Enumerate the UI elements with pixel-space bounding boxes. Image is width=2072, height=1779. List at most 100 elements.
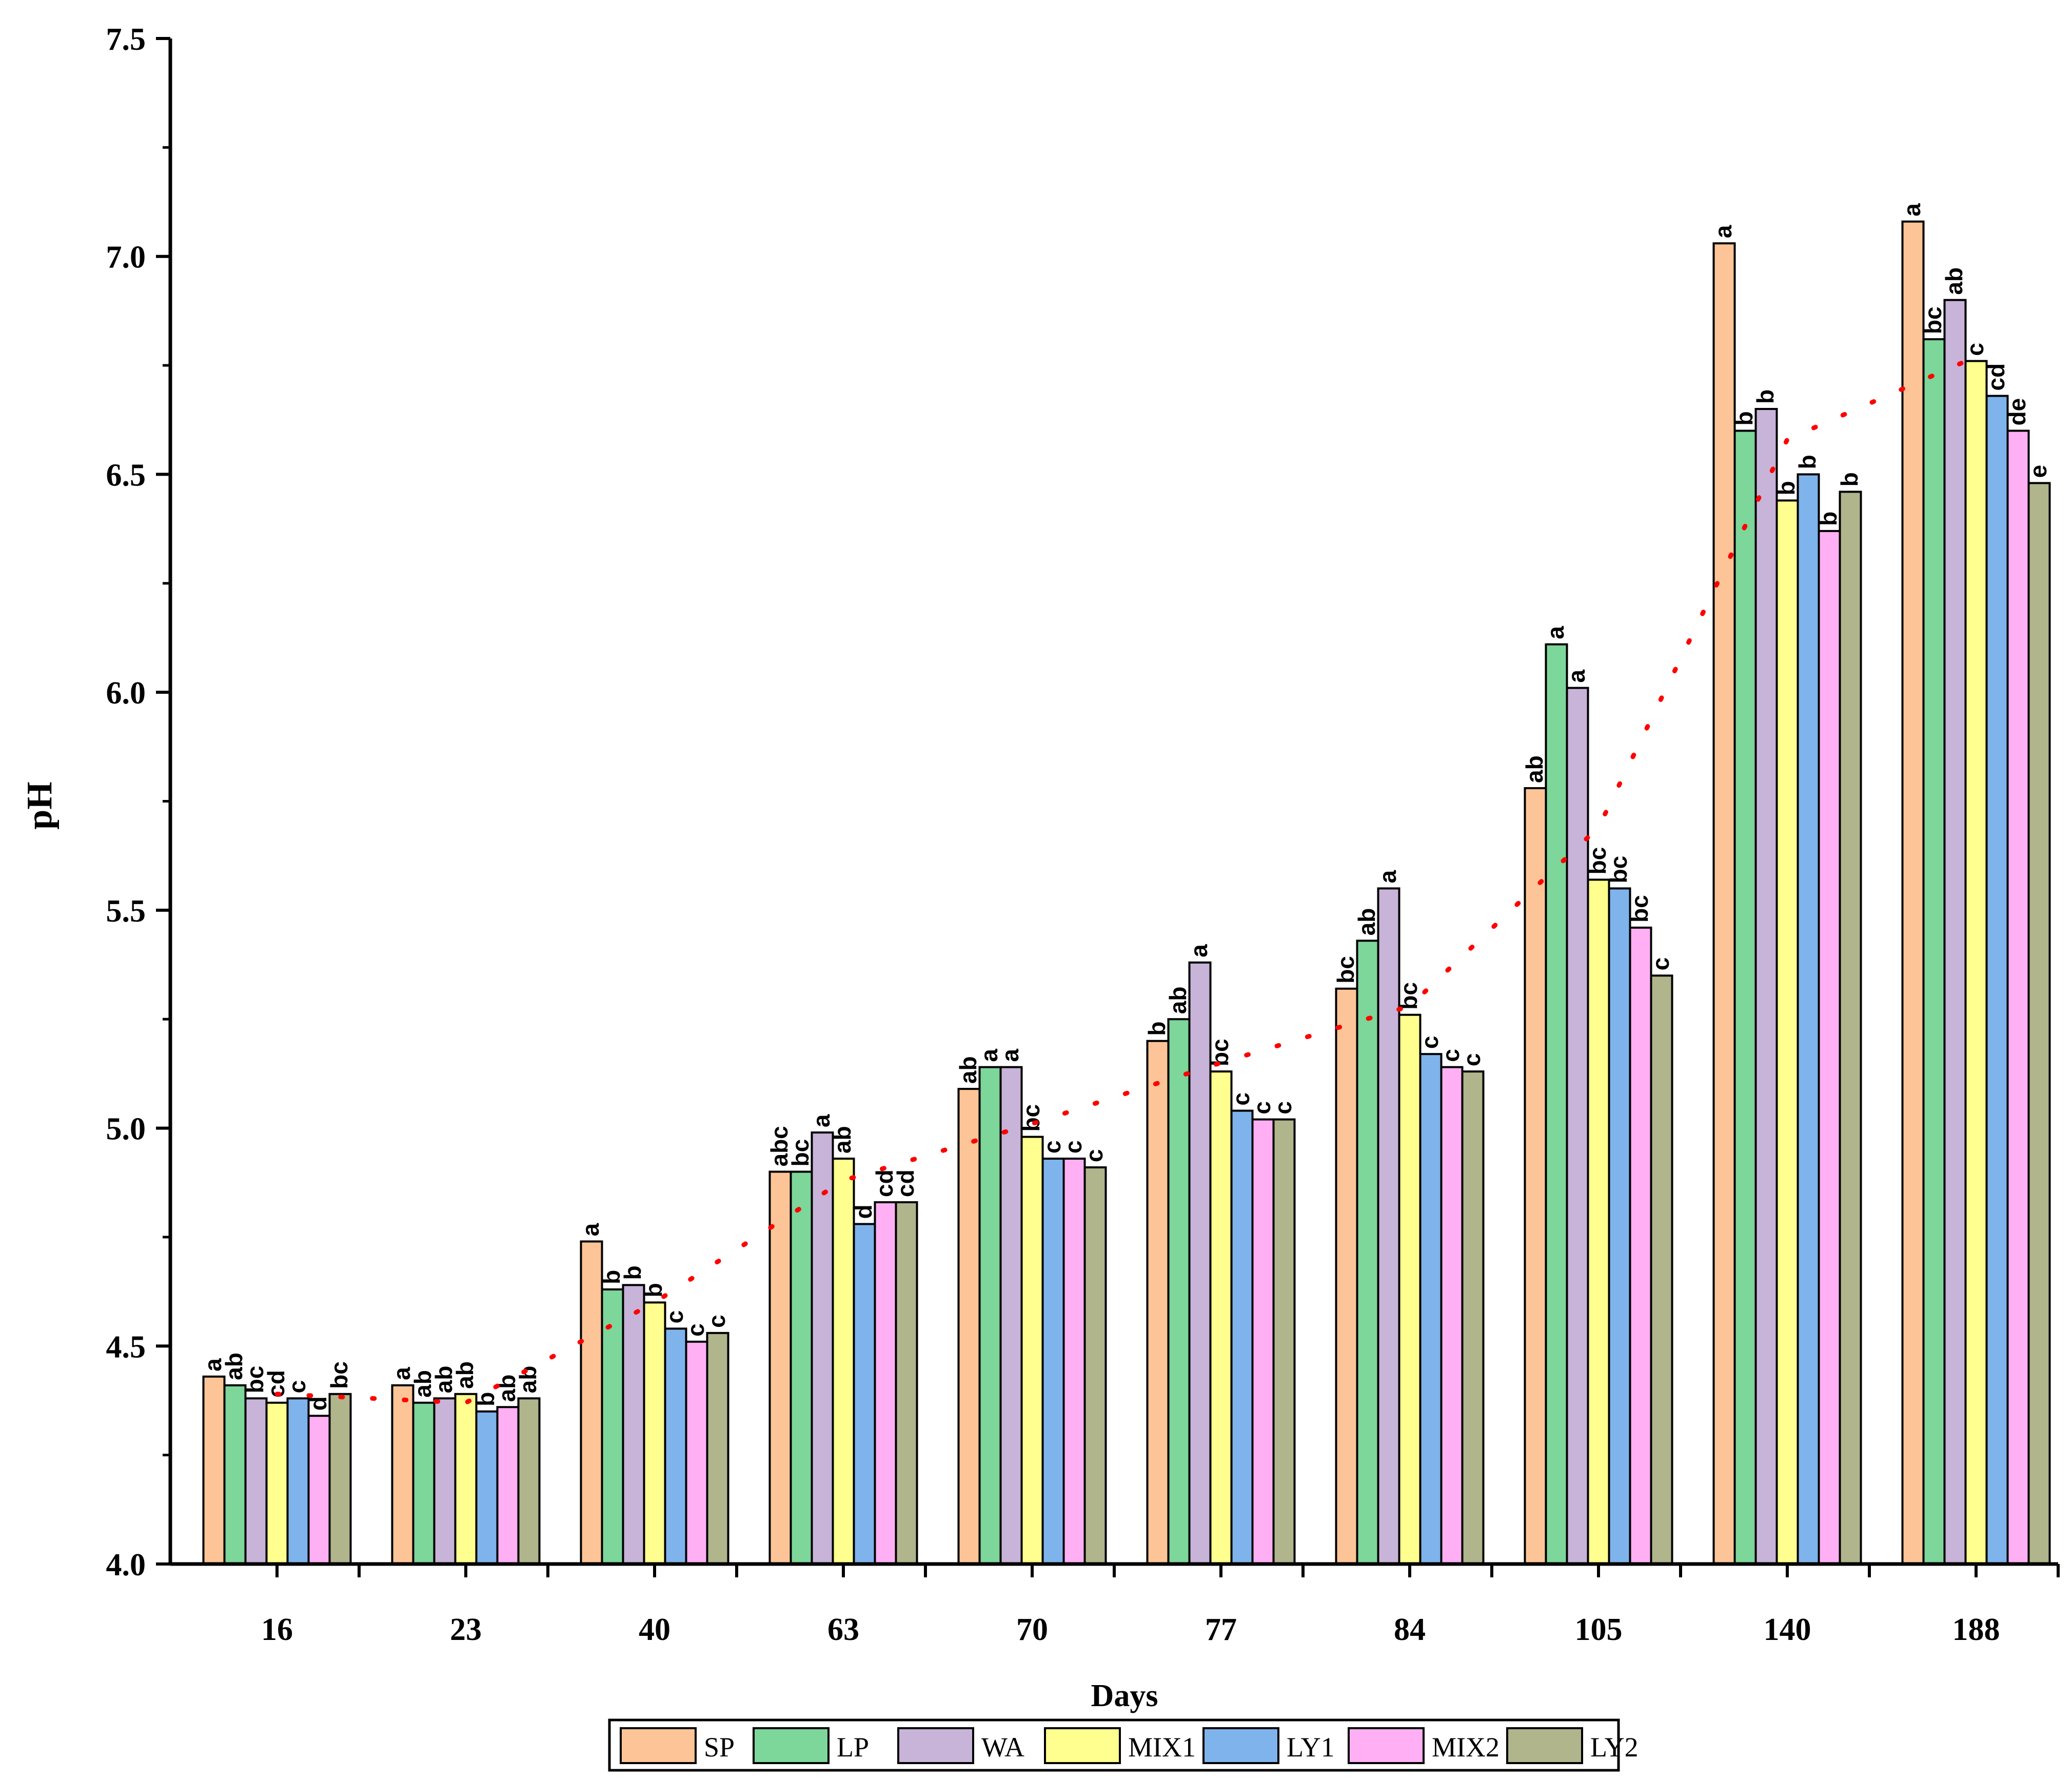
sig-label-mix1-day-105: bc	[1584, 847, 1611, 875]
legend-swatch-sp	[620, 1727, 697, 1764]
x-tick-label: 63	[827, 1612, 859, 1647]
bar-ly2-day-16	[328, 1393, 352, 1566]
bar-mix2-day-63	[874, 1201, 897, 1566]
x-tick-label: 105	[1575, 1612, 1623, 1647]
y-tick-label: 6.0	[106, 676, 146, 711]
sig-label-sp-day-63: abc	[766, 1126, 793, 1166]
bar-mix1-day-23	[454, 1393, 478, 1566]
bar-mix1-day-40	[643, 1301, 666, 1565]
bar-lp-day-16	[223, 1384, 247, 1566]
sig-label-lp-day-40: b	[598, 1270, 625, 1284]
bar-lp-day-70	[978, 1066, 1002, 1565]
sig-label-ly1-day-188: cd	[1983, 363, 2009, 391]
sig-label-ly1-day-63: d	[850, 1204, 877, 1219]
sig-label-mix2-day-84: c	[1437, 1049, 1464, 1062]
sig-label-sp-day-77: b	[1143, 1022, 1170, 1036]
bar-mix1-day-105	[1587, 878, 1610, 1565]
bar-sp-day-23	[391, 1384, 415, 1566]
bar-ly1-day-77	[1230, 1109, 1254, 1565]
bar-ly2-day-63	[895, 1201, 918, 1566]
sig-label-ly1-day-23: b	[472, 1392, 499, 1406]
sig-label-mix2-day-188: de	[2004, 398, 2030, 426]
sig-label-wa-day-140: b	[1752, 389, 1779, 404]
bar-mix1-day-188	[1964, 360, 1988, 1565]
sig-label-ly2-day-140: b	[1836, 472, 1863, 486]
bar-mix1-day-63	[832, 1158, 855, 1566]
bar-mix1-day-16	[265, 1401, 289, 1565]
trend-line	[274, 354, 1979, 1405]
legend-swatch-mix2	[1348, 1727, 1425, 1764]
bar-mix1-day-70	[1020, 1136, 1044, 1566]
legend-swatch-lp	[753, 1727, 830, 1764]
bar-ly2-day-70	[1083, 1166, 1107, 1565]
sig-label-wa-day-23: ab	[430, 1366, 457, 1394]
sig-label-lp-day-70: a	[976, 1049, 1002, 1062]
legend-label-sp: SP	[704, 1732, 735, 1763]
bar-lp-day-188	[1922, 338, 1946, 1565]
legend-label-lp: LP	[837, 1732, 869, 1763]
x-tick-label: 23	[450, 1612, 482, 1647]
bar-lp-day-140	[1733, 429, 1757, 1566]
sig-label-mix1-day-63: ab	[829, 1126, 856, 1154]
sig-label-wa-day-105: a	[1563, 670, 1590, 683]
y-tick-label: 6.5	[106, 458, 146, 493]
bar-lp-day-40	[601, 1288, 624, 1566]
sig-label-ly1-day-140: b	[1794, 455, 1821, 469]
bar-mix2-day-188	[2006, 429, 2030, 1566]
bar-lp-day-23	[412, 1401, 436, 1565]
bar-mix2-day-23	[496, 1406, 520, 1566]
bar-ly2-day-188	[2027, 482, 2051, 1565]
sig-label-ly2-day-16: bc	[326, 1361, 352, 1389]
sig-label-mix2-day-40: c	[682, 1323, 709, 1337]
legend-swatch-ly1	[1202, 1727, 1279, 1764]
bar-mix2-day-70	[1062, 1158, 1086, 1566]
y-tick-label: 7.0	[106, 240, 146, 275]
bar-ly2-day-40	[706, 1332, 729, 1566]
sig-label-lp-day-63: bc	[787, 1139, 814, 1167]
x-tick-label: 77	[1205, 1612, 1237, 1647]
bar-ly2-day-23	[517, 1397, 541, 1565]
sig-label-sp-day-105: ab	[1521, 755, 1548, 783]
sig-label-wa-day-16: bc	[242, 1366, 268, 1394]
bar-sp-day-188	[1901, 220, 1925, 1565]
bar-ly1-day-140	[1797, 473, 1820, 1566]
sig-label-mix1-day-140: b	[1773, 481, 1800, 495]
bar-mix2-day-105	[1629, 926, 1652, 1565]
sig-label-sp-day-84: bc	[1332, 956, 1359, 984]
bar-ly1-day-105	[1608, 887, 1631, 1565]
sig-label-ly2-day-63: cd	[892, 1169, 919, 1197]
y-tick-label: 4.5	[106, 1330, 146, 1364]
legend-swatch-mix1	[1044, 1727, 1121, 1764]
bar-ly1-day-16	[286, 1397, 310, 1565]
sig-label-wa-day-70: a	[997, 1049, 1023, 1062]
sig-label-lp-day-77: ab	[1165, 987, 1191, 1014]
bar-ly1-day-84	[1419, 1053, 1443, 1565]
bar-ly1-day-23	[475, 1410, 499, 1565]
bar-sp-day-70	[957, 1088, 981, 1565]
sig-label-sp-day-70: ab	[955, 1056, 981, 1084]
legend-label-mix2: MIX2	[1432, 1732, 1499, 1763]
sig-label-lp-day-84: ab	[1353, 908, 1380, 936]
x-tick-label: 84	[1394, 1612, 1426, 1647]
sig-label-lp-day-23: ab	[409, 1370, 436, 1398]
bar-mix1-day-140	[1775, 499, 1799, 1565]
bar-lp-day-63	[790, 1170, 813, 1566]
bar-ly1-day-188	[1985, 395, 2009, 1565]
sig-label-ly2-day-77: c	[1270, 1101, 1296, 1115]
sig-label-mix2-day-70: c	[1060, 1140, 1087, 1154]
legend-label-ly2: LY2	[1590, 1732, 1639, 1763]
y-tick-label: 7.5	[106, 22, 146, 57]
sig-label-lp-day-188: bc	[1920, 306, 1946, 334]
bar-sp-day-84	[1335, 987, 1358, 1565]
bar-mix2-day-84	[1440, 1066, 1464, 1565]
legend-swatch-wa	[897, 1727, 974, 1764]
sig-label-mix1-day-84: bc	[1395, 982, 1422, 1010]
y-tick-label: 5.0	[106, 1112, 146, 1147]
bar-sp-day-63	[768, 1170, 792, 1566]
sig-label-ly2-day-70: c	[1081, 1149, 1108, 1162]
bar-wa-day-16	[244, 1397, 268, 1565]
legend-label-ly1: LY1	[1287, 1732, 1335, 1763]
sig-label-ly2-day-84: c	[1458, 1053, 1485, 1067]
